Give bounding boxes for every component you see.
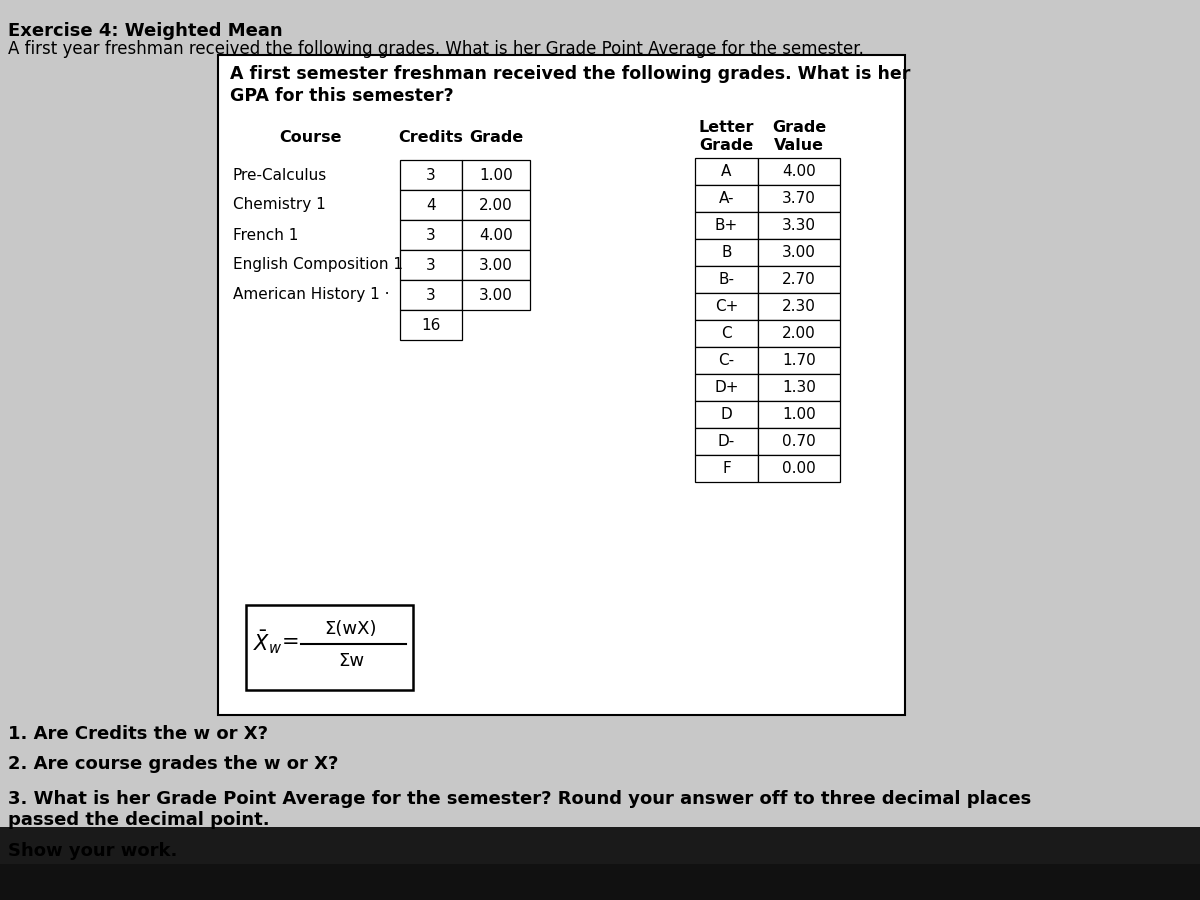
- Bar: [246, 605, 413, 690]
- Text: Σw: Σw: [338, 652, 364, 670]
- Text: A-: A-: [719, 191, 734, 206]
- Text: A first year freshman received the following grades. What is her Grade Point Ave: A first year freshman received the follo…: [8, 40, 864, 58]
- Text: Exercise 4: Weighted Mean: Exercise 4: Weighted Mean: [8, 22, 283, 40]
- Text: A: A: [721, 164, 732, 179]
- Bar: [758, 347, 840, 374]
- Text: 3.00: 3.00: [782, 245, 816, 260]
- Text: $\bar{X}_w$: $\bar{X}_w$: [253, 628, 283, 656]
- Text: D: D: [721, 407, 732, 422]
- Bar: [758, 185, 840, 212]
- Bar: [400, 310, 462, 340]
- Text: English Composition 1: English Composition 1: [233, 257, 403, 273]
- Text: Σ(wX): Σ(wX): [325, 620, 377, 638]
- Bar: [462, 190, 530, 220]
- Bar: [462, 220, 530, 250]
- Text: 3.00: 3.00: [479, 287, 512, 302]
- Bar: [758, 293, 840, 320]
- Text: 0.70: 0.70: [782, 434, 816, 449]
- Bar: [695, 293, 758, 320]
- Text: 16: 16: [421, 318, 440, 332]
- Bar: [695, 158, 758, 185]
- Text: 3: 3: [426, 287, 436, 302]
- Text: 2.70: 2.70: [782, 272, 816, 287]
- Bar: [695, 266, 758, 293]
- Text: Grade: Grade: [469, 130, 523, 145]
- Text: B+: B+: [715, 218, 738, 233]
- Text: Grade: Grade: [772, 120, 826, 135]
- Text: 3.30: 3.30: [782, 218, 816, 233]
- Bar: [758, 266, 840, 293]
- Bar: [695, 347, 758, 374]
- Text: 4: 4: [426, 197, 436, 212]
- Text: 3: 3: [426, 257, 436, 273]
- Text: Credits: Credits: [398, 130, 463, 145]
- Bar: [758, 455, 840, 482]
- Text: 0.00: 0.00: [782, 461, 816, 476]
- Bar: [695, 401, 758, 428]
- Bar: [758, 239, 840, 266]
- Text: 3: 3: [426, 228, 436, 242]
- Bar: [462, 280, 530, 310]
- Text: 2.30: 2.30: [782, 299, 816, 314]
- Bar: [400, 220, 462, 250]
- Text: A first semester freshman received the following grades. What is her: A first semester freshman received the f…: [230, 65, 911, 83]
- Text: B-: B-: [719, 272, 734, 287]
- Text: Value: Value: [774, 138, 824, 153]
- Bar: [695, 455, 758, 482]
- Bar: [218, 55, 905, 715]
- Bar: [462, 250, 530, 280]
- Bar: [695, 320, 758, 347]
- Text: 1.00: 1.00: [782, 407, 816, 422]
- Bar: [695, 185, 758, 212]
- Text: 1.00: 1.00: [479, 167, 512, 183]
- Bar: [758, 212, 840, 239]
- Bar: [758, 374, 840, 401]
- Bar: [695, 374, 758, 401]
- Text: 2.00: 2.00: [782, 326, 816, 341]
- Text: 1.30: 1.30: [782, 380, 816, 395]
- Text: 2. Are course grades the w or X?: 2. Are course grades the w or X?: [8, 755, 338, 773]
- Bar: [400, 280, 462, 310]
- Text: Grade: Grade: [700, 138, 754, 153]
- Text: 1.70: 1.70: [782, 353, 816, 368]
- Text: 3: 3: [426, 167, 436, 183]
- Text: F: F: [722, 461, 731, 476]
- Text: 3. What is her Grade Point Average for the semester? Round your answer off to th: 3. What is her Grade Point Average for t…: [8, 790, 1031, 829]
- Bar: [0, 864, 1200, 900]
- Text: C+: C+: [715, 299, 738, 314]
- Bar: [758, 158, 840, 185]
- Text: 3.70: 3.70: [782, 191, 816, 206]
- Text: C: C: [721, 326, 732, 341]
- Bar: [400, 190, 462, 220]
- Bar: [695, 239, 758, 266]
- Text: Show your work.: Show your work.: [8, 842, 178, 860]
- Bar: [0, 827, 1200, 865]
- Text: 4.00: 4.00: [782, 164, 816, 179]
- Text: American History 1 ·: American History 1 ·: [233, 287, 390, 302]
- Text: Course: Course: [278, 130, 341, 145]
- Text: Chemistry 1: Chemistry 1: [233, 197, 325, 212]
- Text: 1. Are Credits the w or X?: 1. Are Credits the w or X?: [8, 725, 268, 743]
- Bar: [758, 320, 840, 347]
- Text: D-: D-: [718, 434, 736, 449]
- Text: Letter: Letter: [698, 120, 755, 135]
- Bar: [758, 401, 840, 428]
- Bar: [758, 428, 840, 455]
- Text: B: B: [721, 245, 732, 260]
- Text: GPA for this semester?: GPA for this semester?: [230, 87, 454, 105]
- Bar: [400, 250, 462, 280]
- Bar: [695, 428, 758, 455]
- Bar: [400, 160, 462, 190]
- Bar: [462, 160, 530, 190]
- Text: Pre-Calculus: Pre-Calculus: [233, 167, 328, 183]
- Text: French 1: French 1: [233, 228, 299, 242]
- Text: 4.00: 4.00: [479, 228, 512, 242]
- Text: 3.00: 3.00: [479, 257, 512, 273]
- Text: D+: D+: [714, 380, 739, 395]
- Text: 2.00: 2.00: [479, 197, 512, 212]
- Text: C-: C-: [719, 353, 734, 368]
- Bar: [695, 212, 758, 239]
- Text: =: =: [282, 633, 300, 652]
